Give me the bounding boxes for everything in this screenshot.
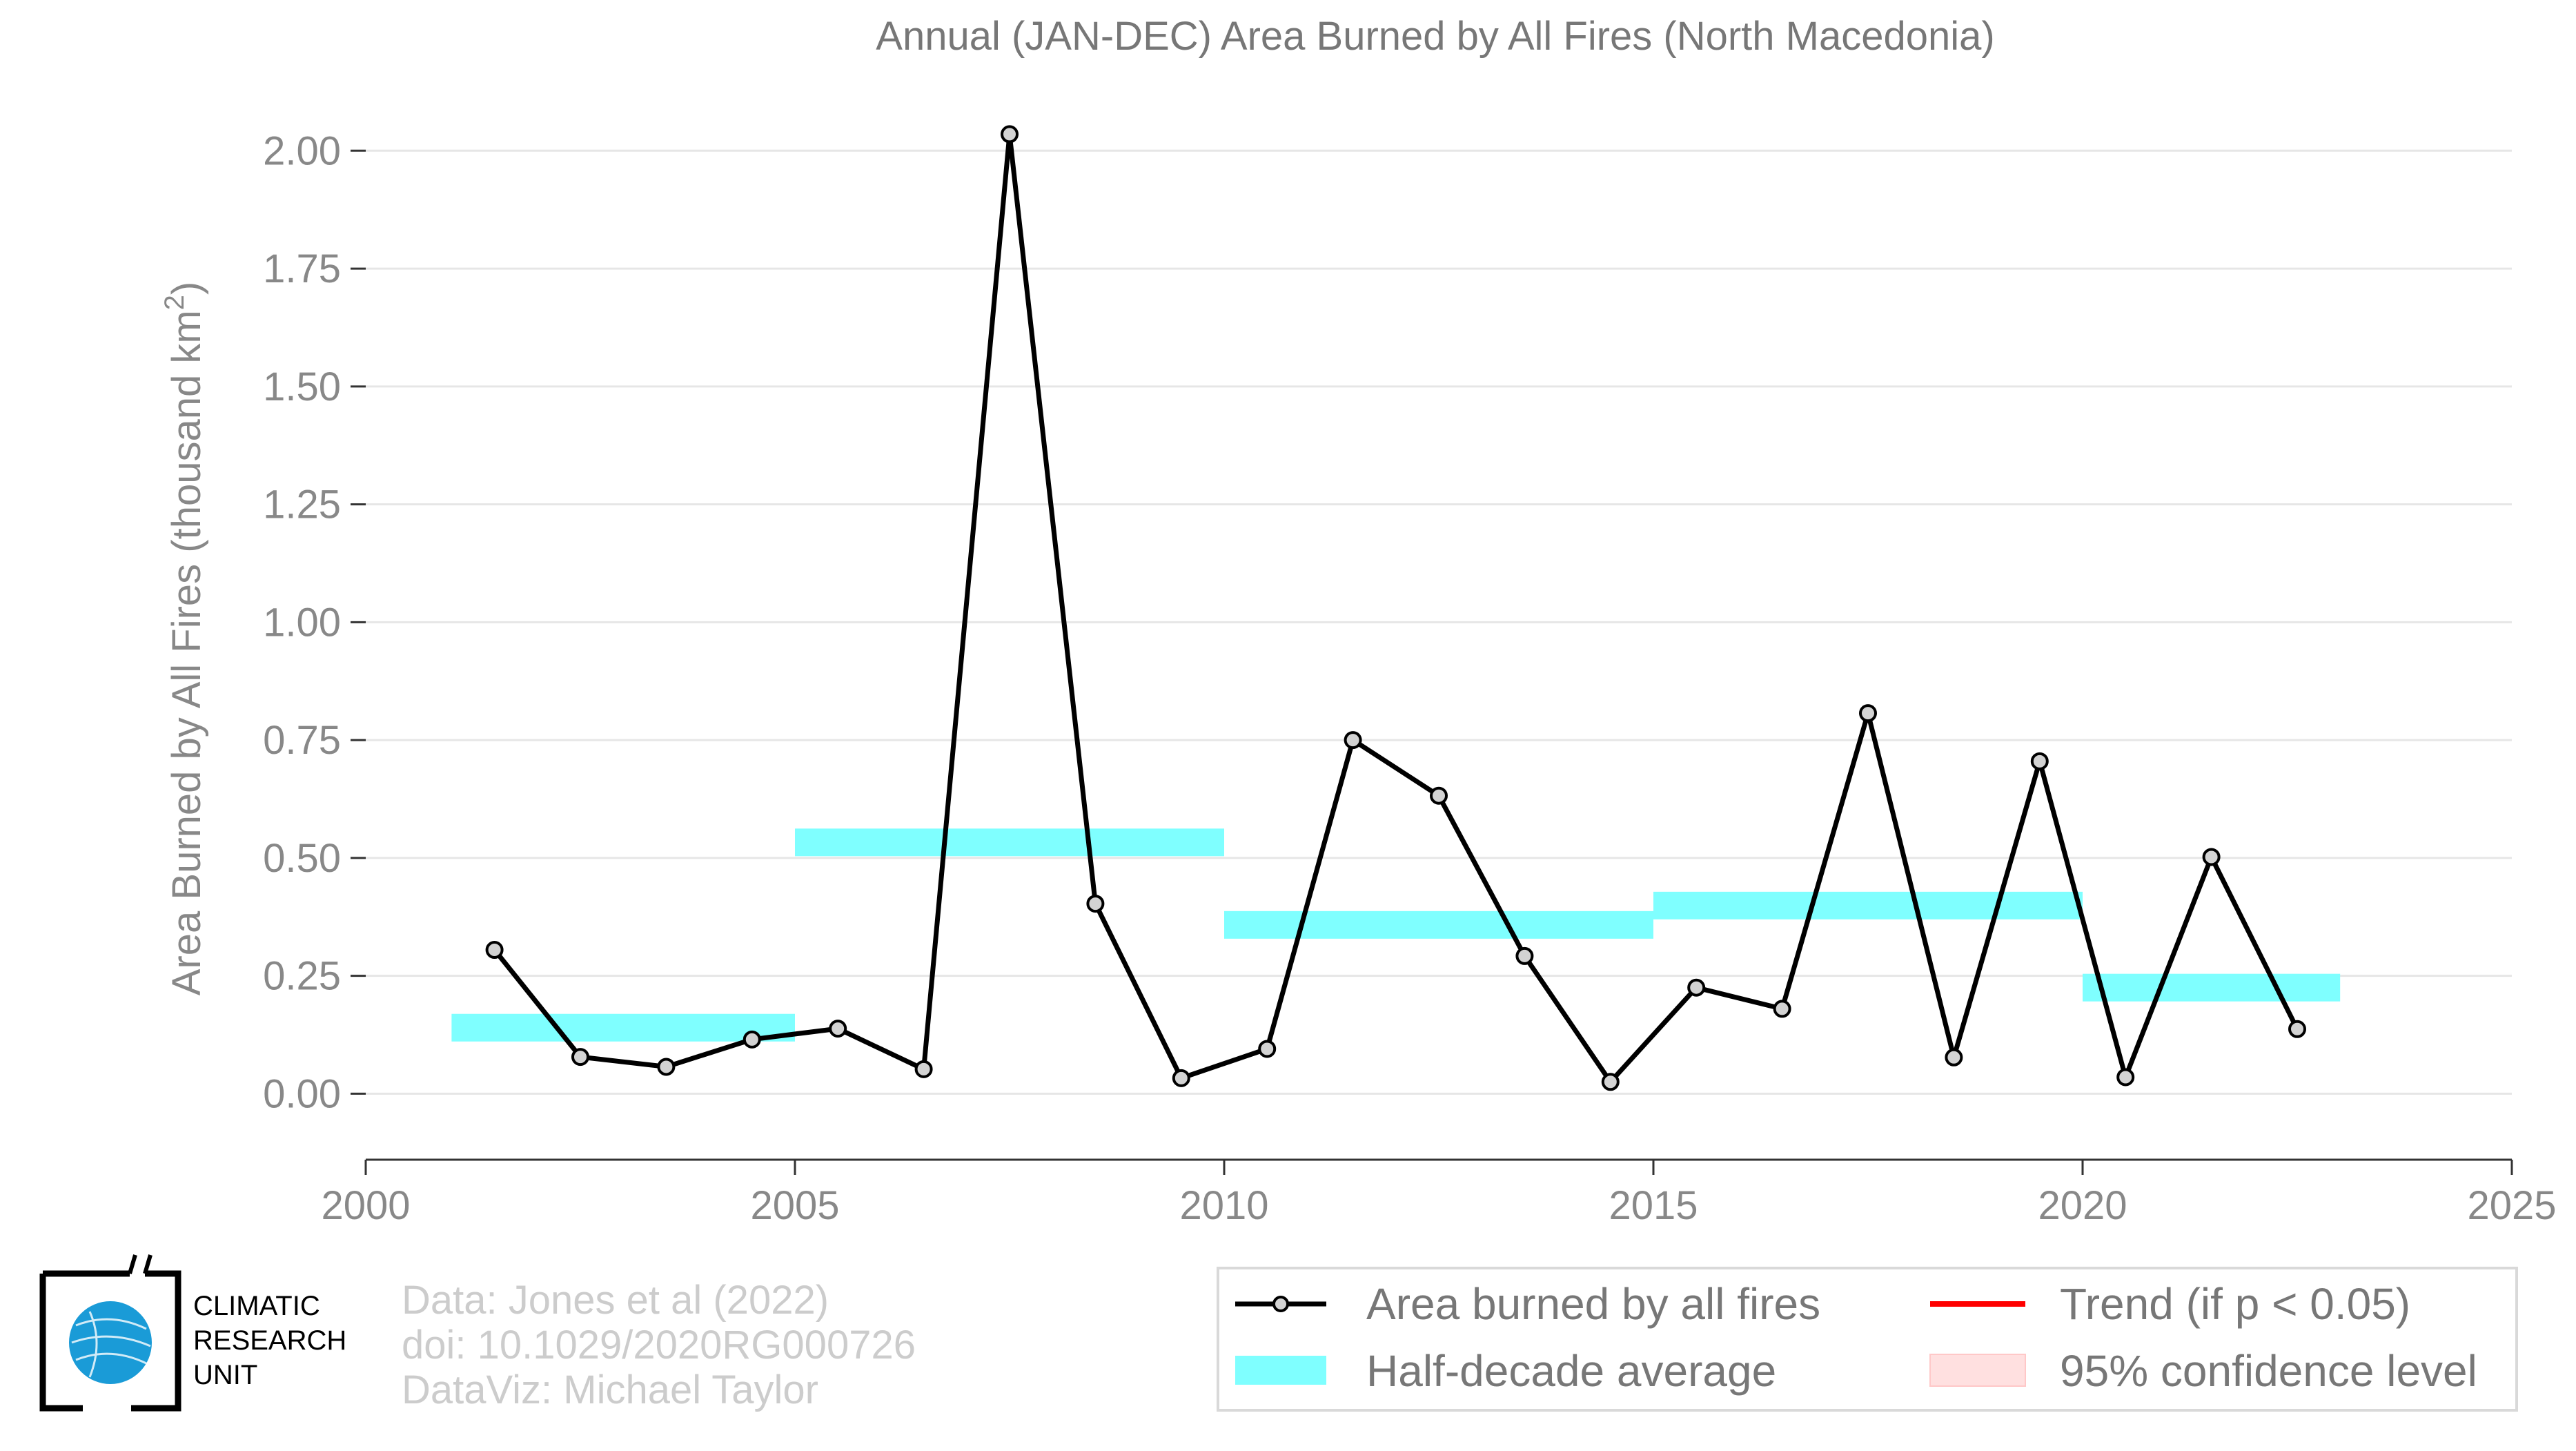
data-point <box>1945 1048 1963 1067</box>
data-point <box>1430 786 1448 805</box>
legend-label-confidence: 95% confidence level <box>2060 1346 2477 1396</box>
y-axis-label-superscript: 2 <box>159 295 190 310</box>
y-tick-label: 2.00 <box>263 128 341 173</box>
x-tick-label: 2015 <box>1609 1183 1698 1228</box>
x-tick-label: 2010 <box>1179 1183 1268 1228</box>
x-tick-label: 2025 <box>2467 1183 2556 1228</box>
data-point <box>2288 1020 2306 1038</box>
y-tick-label: 0.00 <box>263 1071 341 1116</box>
half-decade-band <box>1653 891 2083 919</box>
data-point <box>1859 704 1877 723</box>
data-point <box>1172 1069 1190 1087</box>
logo-line1: CLIMATIC <box>193 1291 320 1321</box>
area-burned-series <box>485 125 2306 1091</box>
y-tick-label: 1.75 <box>263 246 341 291</box>
data-point <box>2030 752 2049 770</box>
y-axis-label-close: ) <box>164 282 209 295</box>
data-point <box>1086 895 1105 913</box>
half-decade-band <box>795 828 1224 857</box>
y-tick-label: 1.50 <box>263 364 341 409</box>
legend-band-icon <box>1235 1356 1326 1385</box>
y-tick-label: 0.50 <box>263 836 341 881</box>
legend: Area burned by all fires Trend (if p < 0… <box>1217 1267 2518 1412</box>
half-decade-band <box>1224 910 1653 939</box>
legend-confidence-icon <box>1929 1354 2026 1387</box>
half-decade-band <box>2083 973 2341 1002</box>
x-tick-label: 2020 <box>2038 1183 2127 1228</box>
x-tick-label: 2005 <box>750 1183 839 1228</box>
y-axis-label: Area Burned by All Fires (thousand km2) <box>159 282 209 996</box>
data-point <box>1515 946 1534 965</box>
half-decade-band <box>451 1013 795 1042</box>
credits-doi: doi: 10.1029/2020RG000726 <box>402 1323 916 1367</box>
data-point <box>485 941 504 960</box>
y-tick-label: 1.25 <box>263 483 341 527</box>
data-point <box>829 1020 847 1038</box>
y-tick-label: 0.25 <box>263 954 341 999</box>
legend-marker-icon <box>1272 1296 1289 1312</box>
legend-box <box>1217 1267 2518 1412</box>
series-line <box>492 131 2300 1084</box>
data-point <box>2116 1068 2135 1087</box>
legend-label-area: Area burned by all fires <box>1366 1279 1820 1329</box>
x-tick-label: 2000 <box>321 1183 410 1228</box>
y-axis-label-main: Area Burned by All Fires (thousand km <box>164 310 209 995</box>
y-tick-label: 1.00 <box>263 600 341 645</box>
data-point <box>1601 1073 1620 1091</box>
y-axis-ticks: 0.00 0.25 0.50 0.75 1.00 1.25 1.50 1.75 2.00 <box>263 128 366 1116</box>
data-point <box>1258 1040 1277 1058</box>
data-point <box>1344 731 1362 750</box>
cru-logo: CLIMATIC RESEARCH UNIT <box>39 1254 346 1412</box>
gridlines <box>366 149 2512 1095</box>
logo-line3: UNIT <box>193 1360 257 1390</box>
half-decade-average-bands <box>451 828 2341 1042</box>
data-point <box>1773 1000 1791 1018</box>
data-point <box>1687 978 1706 997</box>
chart-title: Annual (JAN-DEC) Area Burned by All Fire… <box>876 14 1994 59</box>
data-point <box>657 1058 676 1076</box>
globe-lines-icon <box>71 1311 151 1378</box>
y-tick-label: 0.75 <box>263 718 341 763</box>
logo-line2: RESEARCH <box>193 1325 346 1356</box>
x-axis: 2000 2005 2010 2015 2020 2025 <box>321 1158 2557 1228</box>
credits-data: Data: Jones et al (2022) <box>402 1278 829 1323</box>
data-point <box>571 1048 589 1067</box>
legend-label-average: Half-decade average <box>1366 1346 1776 1396</box>
data-point <box>743 1030 761 1049</box>
credits-dataviz: DataViz: Michael Taylor <box>402 1367 818 1412</box>
bracket-icon <box>39 1254 181 1412</box>
data-point <box>1001 125 1019 144</box>
data-point <box>914 1060 933 1078</box>
data-point <box>2202 848 2221 866</box>
legend-label-trend: Trend (if p < 0.05) <box>2060 1279 2410 1329</box>
